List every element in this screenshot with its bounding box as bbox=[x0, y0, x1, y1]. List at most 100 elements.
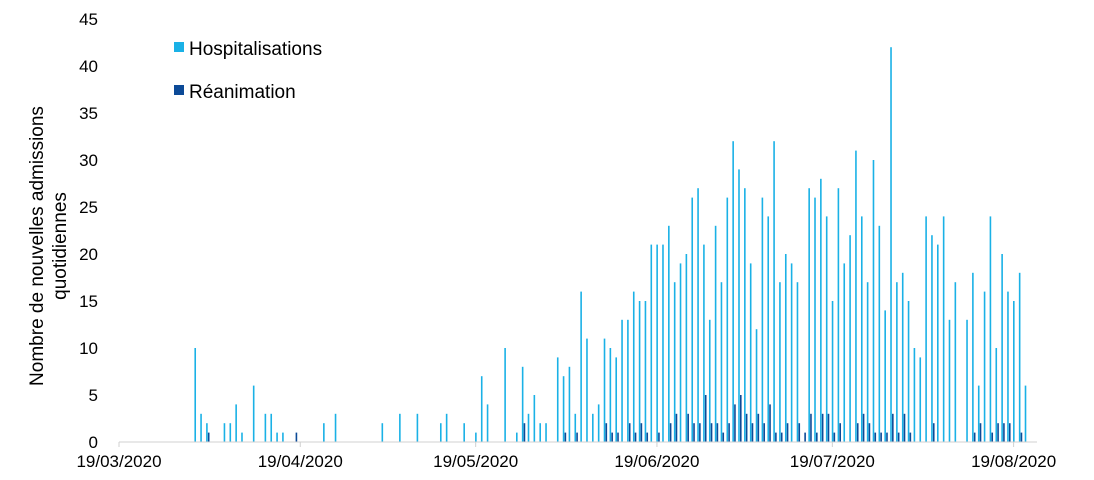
bar-reanimation bbox=[833, 432, 836, 442]
bar-hospitalisations bbox=[697, 188, 699, 442]
bar-reanimation bbox=[739, 395, 742, 442]
bar-hospitalisations bbox=[954, 282, 957, 442]
bar-hospitalisations bbox=[948, 319, 951, 442]
bar-hospitalisations bbox=[790, 263, 793, 442]
bar-reanimation bbox=[611, 432, 613, 442]
bar-reanimation bbox=[897, 432, 900, 442]
bar-hospitalisations bbox=[1007, 291, 1009, 442]
bar-reanimation bbox=[687, 413, 689, 442]
bar-hospitalisations bbox=[942, 216, 945, 442]
bar-hospitalisations bbox=[282, 432, 284, 442]
bar-reanimation bbox=[628, 423, 631, 442]
bar-hospitalisations bbox=[668, 225, 670, 442]
bar-hospitalisations bbox=[568, 366, 571, 442]
y-tick-label: 20 bbox=[79, 245, 98, 264]
bar-hospitalisations bbox=[837, 188, 840, 442]
bar-reanimation bbox=[207, 432, 210, 442]
bar-reanimation bbox=[722, 432, 725, 442]
bar-hospitalisations bbox=[656, 244, 658, 442]
bar-hospitalisations bbox=[714, 225, 717, 442]
bar-hospitalisations bbox=[334, 413, 337, 442]
bar-reanimation bbox=[839, 423, 841, 442]
bar-reanimation bbox=[1003, 423, 1005, 442]
bar-hospitalisations bbox=[896, 282, 898, 442]
bar-reanimation bbox=[816, 432, 818, 442]
x-tick-label: 19/06/2020 bbox=[614, 452, 699, 471]
bar-hospitalisations bbox=[773, 141, 775, 442]
bar-reanimation bbox=[862, 413, 865, 442]
bar-hospitalisations bbox=[1024, 385, 1027, 442]
x-tick-label: 19/04/2020 bbox=[258, 452, 343, 471]
bar-reanimation bbox=[704, 395, 707, 442]
bar-hospitalisations bbox=[229, 423, 232, 442]
bar-hospitalisations bbox=[480, 376, 483, 442]
bar-hospitalisations bbox=[925, 216, 927, 442]
bar-hospitalisations bbox=[890, 47, 892, 442]
y-axis-title: Nombre de nouvelles admissions quotidien… bbox=[27, 106, 71, 386]
bar-hospitalisations bbox=[708, 319, 711, 442]
bar-hospitalisations bbox=[609, 348, 612, 442]
bar-hospitalisations bbox=[703, 244, 705, 442]
bar-hospitalisations bbox=[749, 263, 752, 442]
bar-hospitalisations bbox=[972, 272, 974, 442]
bar-reanimation bbox=[710, 423, 713, 442]
bar-reanimation bbox=[932, 423, 935, 442]
bar-hospitalisations bbox=[592, 413, 594, 442]
bar-hospitalisations bbox=[632, 291, 635, 442]
bar-hospitalisations bbox=[691, 197, 694, 442]
bar-hospitalisations bbox=[767, 216, 770, 442]
y-tick-label: 35 bbox=[79, 104, 98, 123]
bar-reanimation bbox=[675, 413, 678, 442]
bar-hospitalisations bbox=[638, 301, 641, 442]
bar-hospitalisations bbox=[989, 216, 992, 442]
bar-hospitalisations bbox=[627, 319, 629, 442]
y-tick-label: 45 bbox=[79, 10, 98, 29]
bar-hospitalisations bbox=[907, 301, 910, 442]
y-tick-label: 40 bbox=[79, 57, 98, 76]
bar-reanimation bbox=[991, 432, 994, 442]
bar-hospitalisations bbox=[545, 423, 547, 442]
bar-reanimation bbox=[763, 423, 765, 442]
bar-hospitalisations bbox=[235, 404, 237, 442]
bar-hospitalisations bbox=[931, 235, 933, 442]
bar-hospitalisations bbox=[761, 197, 764, 442]
bar-hospitalisations bbox=[445, 413, 448, 442]
bar-hospitalisations bbox=[814, 197, 816, 442]
bar-hospitalisations bbox=[574, 413, 577, 442]
bar-hospitalisations bbox=[983, 291, 986, 442]
bar-reanimation bbox=[874, 432, 877, 442]
bar-reanimation bbox=[886, 432, 888, 442]
bar-reanimation bbox=[1020, 432, 1023, 442]
bar-reanimation bbox=[780, 432, 783, 442]
bar-hospitalisations bbox=[872, 160, 875, 442]
legend: Hospitalisations Réanimation bbox=[174, 39, 322, 103]
y-tick-label: 0 bbox=[89, 433, 98, 452]
bar-hospitalisations bbox=[516, 432, 518, 442]
bar-hospitalisations bbox=[808, 188, 810, 442]
y-tick-label: 10 bbox=[79, 339, 98, 358]
bar-hospitalisations bbox=[779, 282, 781, 442]
bar-hospitalisations bbox=[995, 348, 998, 442]
bar-hospitalisations bbox=[223, 423, 226, 442]
bar-reanimation bbox=[617, 432, 619, 442]
bar-hospitalisations bbox=[831, 301, 834, 442]
x-tick-label: 19/07/2020 bbox=[790, 452, 875, 471]
bar-reanimation bbox=[576, 432, 578, 442]
bar-reanimation bbox=[757, 413, 760, 442]
x-axis-ticks: 19/03/2020 19/04/2020 19/05/2020 19/06/2020… bbox=[76, 442, 1056, 471]
bar-hospitalisations bbox=[820, 178, 822, 443]
bar-hospitalisations bbox=[439, 423, 442, 442]
bar-reanimation bbox=[903, 413, 906, 442]
bar-hospitalisations bbox=[323, 423, 325, 442]
bar-hospitalisations bbox=[855, 150, 857, 442]
bar-hospitalisations bbox=[919, 357, 922, 442]
bar-hospitalisations bbox=[726, 197, 729, 442]
bar-hospitalisations bbox=[603, 338, 606, 442]
bar-reanimation bbox=[880, 432, 882, 442]
bar-reanimation bbox=[605, 423, 608, 442]
bar-hospitalisations bbox=[913, 348, 916, 442]
bar-hospitalisations bbox=[825, 216, 828, 442]
bar-hospitalisations bbox=[556, 357, 559, 442]
bar-hospitalisations bbox=[860, 216, 863, 442]
